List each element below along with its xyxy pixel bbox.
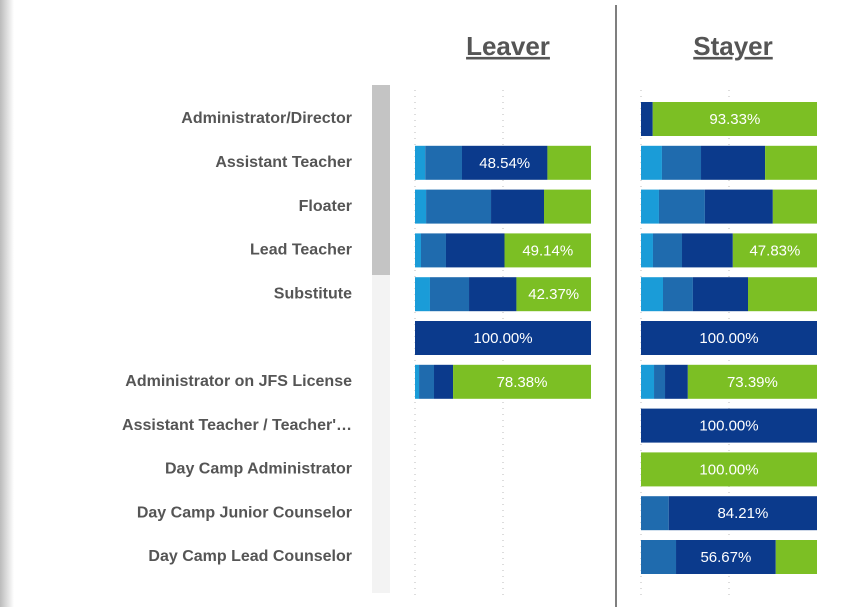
edge-shadow bbox=[0, 0, 14, 607]
row-label: Floater bbox=[299, 198, 352, 215]
bar-segment bbox=[641, 452, 817, 487]
panel-title: Stayer bbox=[693, 31, 773, 61]
bar-segment bbox=[461, 145, 548, 180]
bar-segment bbox=[641, 321, 817, 355]
bar-segment bbox=[701, 145, 766, 180]
bar-segment bbox=[687, 364, 817, 399]
bar-segment bbox=[419, 364, 435, 399]
bar-segment bbox=[415, 364, 420, 399]
segment-label: 73.39% bbox=[727, 374, 778, 391]
bar-segment bbox=[426, 189, 492, 224]
row-label: Day Camp Lead Counselor bbox=[148, 548, 352, 565]
bar-segment bbox=[732, 233, 817, 268]
row-label: Substitute bbox=[274, 285, 352, 302]
bar-segment bbox=[652, 233, 683, 268]
segment-label: 49.14% bbox=[522, 242, 573, 259]
bar-segment bbox=[654, 364, 666, 399]
segment-label: 100.00% bbox=[473, 330, 532, 347]
row-label: Lead Teacher bbox=[250, 242, 352, 259]
bar-segment bbox=[676, 540, 776, 574]
bar-segment bbox=[415, 233, 421, 268]
segment-label: 48.54% bbox=[479, 155, 530, 172]
bar-segment bbox=[445, 233, 505, 268]
bar-segment bbox=[504, 233, 591, 268]
segment-label: 93.33% bbox=[709, 111, 760, 128]
segment-label: 84.21% bbox=[717, 505, 768, 522]
bar-segment bbox=[453, 364, 591, 399]
bar-segment bbox=[668, 496, 817, 531]
bar-segment bbox=[641, 145, 662, 180]
bar-segment bbox=[544, 189, 591, 224]
bar-segment bbox=[469, 277, 517, 312]
bar-segment bbox=[547, 145, 591, 180]
bar-segment bbox=[641, 233, 653, 268]
row-label: Administrator on JFS License bbox=[125, 373, 352, 390]
segment-label: 56.67% bbox=[700, 549, 751, 566]
segment-label: 78.38% bbox=[497, 374, 548, 391]
bar-segment bbox=[641, 408, 817, 443]
bar-segment bbox=[425, 145, 462, 180]
bar-segment bbox=[652, 102, 817, 136]
bar-segment bbox=[420, 233, 446, 268]
bar-segment bbox=[641, 189, 659, 224]
row-label: Assistant Teacher / Teacher'… bbox=[122, 417, 352, 434]
bar-segment bbox=[415, 321, 591, 355]
bar-segment bbox=[765, 145, 817, 180]
bar-segment bbox=[429, 277, 470, 312]
segment-label: 100.00% bbox=[699, 418, 758, 435]
segment-label: 100.00% bbox=[699, 461, 758, 478]
row-label: Administrator/Director bbox=[181, 110, 352, 127]
segment-label: 47.83% bbox=[749, 242, 800, 259]
bar-segment bbox=[775, 540, 817, 574]
scroll-thumb[interactable] bbox=[372, 85, 390, 275]
bar-segment bbox=[641, 496, 669, 531]
row-label: Assistant Teacher bbox=[215, 154, 352, 171]
bar-segment bbox=[665, 364, 688, 399]
bar-segment bbox=[663, 277, 693, 312]
bar-segment bbox=[641, 540, 677, 574]
bar-segment bbox=[748, 277, 817, 312]
bar-segment bbox=[661, 145, 702, 180]
segment-label: 42.37% bbox=[528, 286, 579, 303]
bar-segment bbox=[415, 145, 426, 180]
panel-title: Leaver bbox=[466, 31, 550, 61]
bar-segment bbox=[641, 364, 655, 399]
bar-segment bbox=[415, 189, 427, 224]
bar-segment bbox=[682, 233, 733, 268]
bar-segment bbox=[641, 102, 653, 136]
bar-segment bbox=[772, 189, 817, 224]
bar-segment bbox=[692, 277, 749, 312]
segment-label: 100.00% bbox=[699, 330, 758, 347]
bar-segment bbox=[491, 189, 545, 224]
bar-segment bbox=[641, 277, 663, 312]
bar-segment bbox=[434, 364, 454, 399]
bar-segment bbox=[516, 277, 591, 312]
row-label: Day Camp Administrator bbox=[165, 461, 352, 478]
bar-segment bbox=[415, 277, 430, 312]
bar-segment bbox=[658, 189, 705, 224]
row-label: Day Camp Junior Counselor bbox=[137, 504, 352, 521]
bar-segment bbox=[704, 189, 773, 224]
